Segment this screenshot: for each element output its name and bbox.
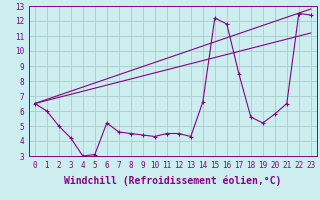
X-axis label: Windchill (Refroidissement éolien,°C): Windchill (Refroidissement éolien,°C)	[64, 175, 282, 186]
